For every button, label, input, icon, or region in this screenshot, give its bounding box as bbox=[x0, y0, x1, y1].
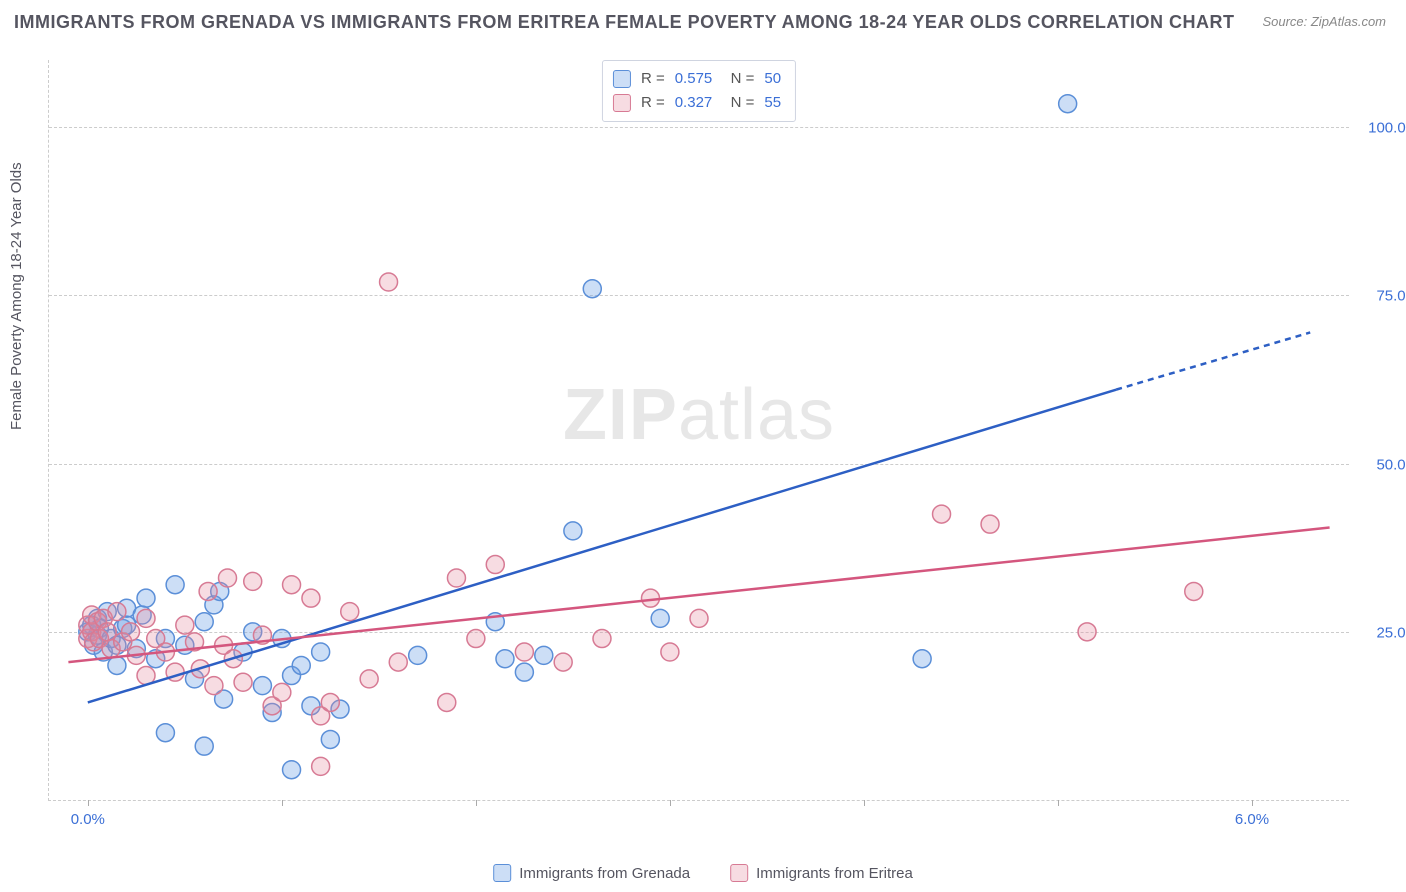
data-point bbox=[176, 616, 194, 634]
x-tick-mark bbox=[1252, 800, 1253, 806]
data-point bbox=[292, 656, 310, 674]
swatch-blue bbox=[493, 864, 511, 882]
data-point bbox=[166, 576, 184, 594]
data-point bbox=[108, 603, 126, 621]
data-point bbox=[98, 623, 116, 641]
legend-row-eritrea: R = 0.327 N = 55 bbox=[613, 91, 781, 115]
swatch-blue bbox=[613, 70, 631, 88]
legend-label: Immigrants from Eritrea bbox=[756, 865, 913, 882]
data-point bbox=[199, 582, 217, 600]
x-tick-mark bbox=[476, 800, 477, 806]
data-point bbox=[564, 522, 582, 540]
data-point bbox=[283, 576, 301, 594]
data-point bbox=[195, 737, 213, 755]
trend-line bbox=[88, 390, 1116, 703]
y-tick-label: 100.0% bbox=[1359, 120, 1406, 137]
data-point bbox=[244, 572, 262, 590]
plot-area: ZIPatlas 25.0%50.0%75.0%100.0%0.0%6.0% R… bbox=[48, 60, 1349, 801]
data-point bbox=[554, 653, 572, 671]
data-point bbox=[195, 613, 213, 631]
data-point bbox=[389, 653, 407, 671]
data-point bbox=[515, 643, 533, 661]
trend-line bbox=[68, 528, 1329, 663]
chart-title: IMMIGRANTS FROM GRENADA VS IMMIGRANTS FR… bbox=[14, 12, 1235, 33]
y-tick-label: 50.0% bbox=[1359, 456, 1406, 473]
data-point bbox=[321, 730, 339, 748]
source-attribution: Source: ZipAtlas.com bbox=[1262, 14, 1386, 29]
legend-item-eritrea: Immigrants from Eritrea bbox=[730, 864, 913, 882]
legend-n-label: N = bbox=[722, 91, 754, 115]
data-point bbox=[583, 280, 601, 298]
data-point bbox=[535, 646, 553, 664]
legend-item-grenada: Immigrants from Grenada bbox=[493, 864, 690, 882]
data-point bbox=[593, 630, 611, 648]
data-point bbox=[121, 623, 139, 641]
data-point bbox=[661, 643, 679, 661]
legend-label: Immigrants from Grenada bbox=[519, 865, 690, 882]
swatch-pink bbox=[613, 94, 631, 112]
data-point bbox=[137, 589, 155, 607]
data-point bbox=[137, 609, 155, 627]
legend-n-value: 55 bbox=[764, 91, 781, 115]
legend-row-grenada: R = 0.575 N = 50 bbox=[613, 67, 781, 91]
data-point bbox=[253, 677, 271, 695]
data-point bbox=[913, 650, 931, 668]
trend-line-extrapolated bbox=[1116, 332, 1310, 389]
data-point bbox=[312, 757, 330, 775]
data-point bbox=[515, 663, 533, 681]
legend-r-label: R = bbox=[641, 91, 665, 115]
data-point bbox=[486, 556, 504, 574]
data-point bbox=[438, 693, 456, 711]
data-point bbox=[1078, 623, 1096, 641]
legend-n-label: N = bbox=[722, 67, 754, 91]
data-point bbox=[409, 646, 427, 664]
data-point bbox=[283, 761, 301, 779]
legend-r-value: 0.327 bbox=[675, 91, 713, 115]
data-point bbox=[981, 515, 999, 533]
data-point bbox=[933, 505, 951, 523]
y-tick-label: 25.0% bbox=[1359, 624, 1406, 641]
x-tick-mark bbox=[1058, 800, 1059, 806]
data-point bbox=[341, 603, 359, 621]
data-point bbox=[219, 569, 237, 587]
data-point bbox=[651, 609, 669, 627]
data-point bbox=[467, 630, 485, 648]
y-axis-label: Female Poverty Among 18-24 Year Olds bbox=[8, 162, 25, 430]
data-point bbox=[234, 673, 252, 691]
scatter-svg bbox=[49, 60, 1349, 800]
data-point bbox=[108, 656, 126, 674]
x-tick-mark bbox=[282, 800, 283, 806]
data-point bbox=[1185, 582, 1203, 600]
data-point bbox=[690, 609, 708, 627]
data-point bbox=[321, 693, 339, 711]
swatch-pink bbox=[730, 864, 748, 882]
data-point bbox=[156, 724, 174, 742]
x-tick-label: 6.0% bbox=[1235, 811, 1269, 828]
data-point bbox=[312, 643, 330, 661]
legend-r-label: R = bbox=[641, 67, 665, 91]
data-point bbox=[302, 589, 320, 607]
x-tick-label: 0.0% bbox=[71, 811, 105, 828]
data-point bbox=[1059, 95, 1077, 113]
data-point bbox=[273, 683, 291, 701]
data-point bbox=[447, 569, 465, 587]
data-point bbox=[496, 650, 514, 668]
legend-r-value: 0.575 bbox=[675, 67, 713, 91]
data-point bbox=[380, 273, 398, 291]
correlation-legend: R = 0.575 N = 50 R = 0.327 N = 55 bbox=[602, 60, 796, 122]
x-tick-mark bbox=[88, 800, 89, 806]
y-tick-label: 75.0% bbox=[1359, 288, 1406, 305]
x-tick-mark bbox=[670, 800, 671, 806]
x-tick-mark bbox=[864, 800, 865, 806]
legend-n-value: 50 bbox=[764, 67, 781, 91]
data-point bbox=[205, 677, 223, 695]
bottom-legend: Immigrants from Grenada Immigrants from … bbox=[493, 864, 913, 882]
data-point bbox=[360, 670, 378, 688]
